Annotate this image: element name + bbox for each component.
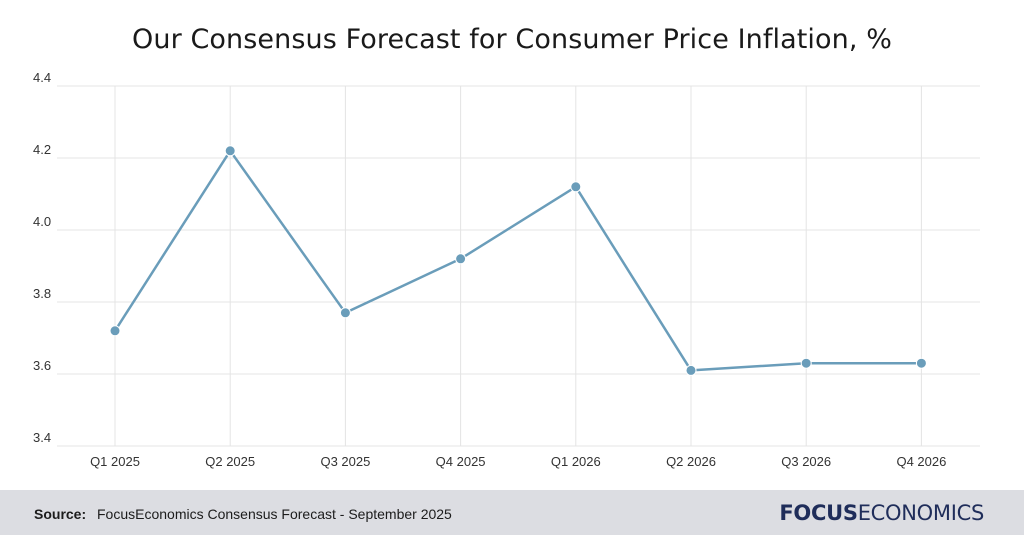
x-tick-label: Q4 2025 (436, 454, 486, 469)
chart-title: Our Consensus Forecast for Consumer Pric… (132, 24, 892, 55)
y-tick-label: 4.0 (33, 214, 51, 229)
data-point (455, 253, 467, 265)
x-tick-label: Q1 2025 (90, 454, 140, 469)
x-tick-label: Q3 2025 (320, 454, 370, 469)
source-text: FocusEconomics Consensus Forecast - Sept… (97, 506, 452, 522)
series-line (113, 149, 922, 372)
footer-bar: Source: FocusEconomics Consensus Forecas… (0, 490, 1024, 535)
y-tick-label: 3.4 (33, 430, 51, 445)
x-axis-ticks: Q1 2025 Q2 2025 Q3 2025 Q4 2025 Q1 2026 Q2 20… (90, 454, 946, 469)
y-tick-label: 3.8 (33, 286, 51, 301)
x-tick-label: Q3 2026 (781, 454, 831, 469)
data-point (685, 364, 697, 376)
data-point (224, 145, 236, 157)
y-tick-label: 4.2 (33, 142, 51, 157)
x-tick-label: Q2 2026 (666, 454, 716, 469)
x-tick-label: Q1 2026 (551, 454, 601, 469)
y-tick-label: 3.6 (33, 358, 51, 373)
line-chart: 3.4 3.6 3.8 4.0 4.2 4.4 Q1 2025 Q2 2025 Q3 2025… (33, 70, 980, 469)
focuseconomics-logo: FOCUSECONOMICS (779, 501, 984, 525)
data-point (915, 357, 927, 369)
series-layer (109, 145, 927, 376)
grid-lines (57, 85, 980, 447)
x-tick-label: Q4 2026 (896, 454, 946, 469)
data-point (570, 181, 582, 193)
x-tick-label: Q2 2025 (205, 454, 255, 469)
data-point (800, 357, 812, 369)
data-point (339, 307, 351, 319)
logo-light-text: ECONOMICS (857, 501, 985, 525)
source-label: Source: (34, 506, 87, 522)
data-point (109, 325, 121, 337)
y-axis-ticks: 3.4 3.6 3.8 4.0 4.2 4.4 (33, 70, 51, 445)
logo-bold-text: FOCUS (779, 501, 858, 525)
y-tick-label: 4.4 (33, 70, 51, 85)
